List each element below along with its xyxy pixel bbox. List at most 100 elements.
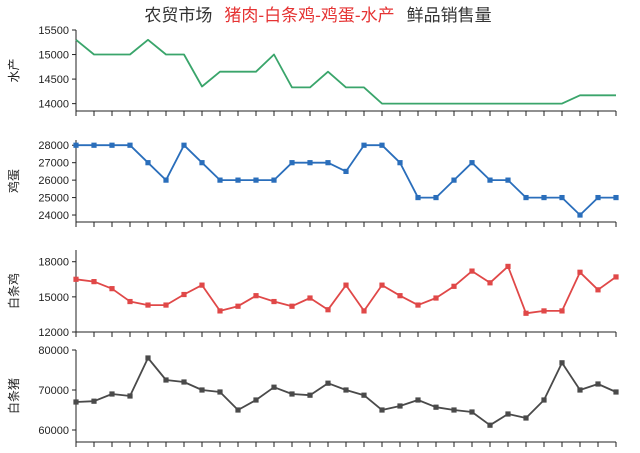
data-point bbox=[109, 286, 115, 292]
y-tick-label: 15000 bbox=[38, 292, 69, 304]
y-tick-label: 12000 bbox=[38, 327, 69, 339]
data-point bbox=[397, 293, 403, 299]
data-point bbox=[73, 399, 79, 405]
data-point bbox=[577, 387, 583, 393]
y-tick-label: 25000 bbox=[38, 193, 69, 205]
data-point bbox=[253, 397, 259, 403]
data-point bbox=[199, 387, 205, 393]
data-point bbox=[253, 293, 259, 299]
data-point bbox=[109, 142, 115, 148]
data-point bbox=[343, 168, 349, 175]
data-point bbox=[163, 302, 169, 308]
data-point bbox=[487, 280, 493, 286]
data-point bbox=[523, 194, 529, 201]
series-line bbox=[75, 265, 617, 315]
data-point bbox=[613, 389, 619, 395]
data-point bbox=[127, 142, 133, 148]
data-point bbox=[217, 308, 223, 314]
data-point bbox=[415, 397, 421, 403]
data-point bbox=[361, 308, 367, 314]
data-point bbox=[577, 212, 583, 218]
panel-4: 60000 70000 80000 白条猪 bbox=[6, 345, 619, 447]
data-point bbox=[451, 283, 457, 289]
y-axis-label: 水产 bbox=[7, 58, 21, 82]
data-point bbox=[235, 407, 241, 413]
data-point bbox=[181, 142, 187, 148]
data-point bbox=[127, 298, 133, 305]
data-point bbox=[559, 308, 565, 314]
y-tick-label: 15500 bbox=[38, 25, 69, 37]
data-point bbox=[91, 398, 97, 404]
data-point bbox=[163, 177, 169, 183]
y-tick-label: 27000 bbox=[38, 158, 69, 170]
data-point bbox=[127, 393, 133, 399]
data-point bbox=[343, 387, 349, 393]
series-line bbox=[75, 38, 616, 105]
y-tick-label: 60000 bbox=[38, 425, 69, 437]
data-point bbox=[379, 407, 385, 413]
data-point bbox=[397, 403, 403, 409]
y-tick-label: 14500 bbox=[38, 74, 69, 86]
data-point bbox=[523, 310, 529, 316]
data-point bbox=[91, 142, 97, 148]
data-point bbox=[433, 194, 439, 201]
series-line bbox=[76, 144, 616, 216]
data-point bbox=[451, 177, 457, 183]
data-point bbox=[289, 160, 295, 166]
data-point bbox=[397, 160, 403, 166]
data-point bbox=[145, 302, 151, 308]
data-point bbox=[361, 142, 367, 148]
data-point bbox=[379, 142, 385, 148]
data-point bbox=[559, 360, 565, 366]
y-tick-label: 26000 bbox=[38, 175, 69, 187]
data-point bbox=[199, 282, 205, 288]
data-point bbox=[559, 194, 565, 201]
y-tick-label: 18000 bbox=[38, 257, 69, 269]
data-point bbox=[523, 415, 529, 421]
data-point bbox=[145, 355, 151, 361]
y-tick-label: 80000 bbox=[38, 345, 69, 357]
data-point bbox=[217, 177, 223, 183]
title-prefix: 农贸市场 bbox=[144, 6, 212, 26]
data-point bbox=[289, 303, 295, 309]
y-tick-label: 70000 bbox=[38, 385, 69, 397]
chart-panels: 14000 14500 15000 15500 水产 24000 25000 26000 270… bbox=[6, 25, 619, 447]
data-point bbox=[595, 287, 601, 293]
data-point bbox=[505, 177, 511, 183]
data-point bbox=[433, 295, 439, 301]
data-point bbox=[307, 295, 313, 301]
data-point bbox=[235, 177, 241, 183]
title-suffix: 鲜品销售量 bbox=[407, 6, 492, 26]
y-axis-label: 白条鸡 bbox=[6, 273, 21, 309]
data-point bbox=[91, 279, 97, 285]
data-point bbox=[361, 392, 367, 398]
data-point bbox=[163, 377, 169, 383]
data-point bbox=[613, 274, 619, 280]
data-point bbox=[613, 194, 619, 201]
panel-1: 14000 14500 15000 15500 水产 bbox=[7, 25, 617, 116]
data-point bbox=[199, 160, 205, 166]
data-point bbox=[325, 307, 331, 313]
title-highlight: 猪肉-白条鸡-鸡蛋-水产 bbox=[224, 6, 394, 26]
data-point bbox=[505, 263, 511, 269]
data-point bbox=[487, 177, 493, 183]
y-tick-label: 15000 bbox=[38, 50, 69, 62]
panel-3: 12000 15000 18000 白条鸡 bbox=[6, 250, 619, 339]
data-point bbox=[451, 407, 457, 413]
y-axis-label: 白条猪 bbox=[6, 378, 21, 414]
data-point bbox=[469, 160, 475, 166]
data-point bbox=[253, 177, 259, 183]
y-axis-label: 鸡蛋 bbox=[6, 169, 21, 193]
data-point bbox=[325, 380, 331, 386]
y-tick-label: 28000 bbox=[38, 140, 69, 152]
data-point bbox=[145, 160, 151, 166]
data-point bbox=[307, 392, 313, 398]
data-point bbox=[577, 269, 583, 275]
data-point bbox=[271, 384, 277, 390]
data-point bbox=[487, 422, 493, 428]
data-point bbox=[595, 194, 601, 201]
y-tick-label: 24000 bbox=[38, 210, 69, 222]
data-point bbox=[541, 397, 547, 403]
data-point bbox=[181, 291, 187, 298]
panel-2: 24000 25000 26000 27000 28000 鸡蛋 bbox=[6, 140, 619, 227]
